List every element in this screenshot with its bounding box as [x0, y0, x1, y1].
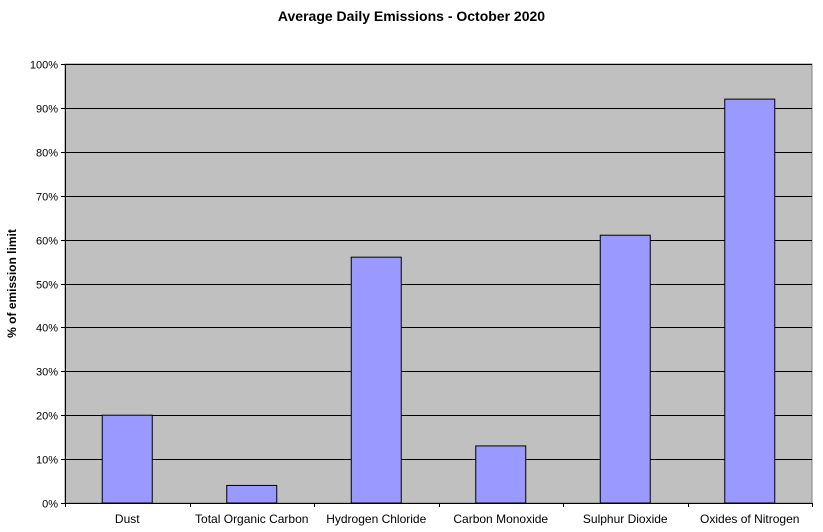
x-tick-label: Total Organic Carbon [195, 512, 308, 526]
y-tick-label: 0% [42, 499, 58, 511]
chart-title: Average Daily Emissions - October 2020 [277, 8, 546, 24]
y-tick-label: 40% [36, 323, 58, 335]
x-tick-label: Carbon Monoxide [453, 512, 548, 526]
x-tick-label: Oxides of Nitrogen [700, 512, 799, 526]
y-axis: 0% 10% 20% 30% 40% 50% 60% 70% 80% 90% 100% [30, 60, 66, 511]
x-tick-label: Sulphur Dioxide [583, 512, 668, 526]
y-tick-label: 80% [36, 148, 58, 160]
bar-dust [101, 414, 153, 504]
y-tick-label: 30% [36, 367, 58, 379]
y-tick-label: 100% [30, 60, 58, 72]
y-tick-label: 20% [36, 411, 58, 423]
gridlines [65, 64, 812, 460]
bar-carbon-monoxide [475, 445, 527, 504]
x-tick-label: Dust [115, 512, 140, 526]
x-tick-label: Hydrogen Chloride [326, 512, 426, 526]
y-tick-label: 10% [36, 455, 58, 467]
bar-oxides-of-nitrogen [724, 98, 776, 504]
y-tick-label: 90% [36, 104, 58, 116]
y-axis-label: % of emission limit [5, 229, 19, 338]
bars [101, 98, 776, 504]
bar-hydrogen-chloride [350, 256, 402, 504]
plot-area [64, 63, 813, 504]
bar-sulphur-dioxide [599, 234, 651, 504]
x-axis: Dust Total Organic Carbon Hydrogen Chlorid… [65, 503, 813, 526]
y-tick-label: 70% [36, 192, 58, 204]
y-tick-label: 60% [36, 236, 58, 248]
bar-total-organic-carbon [226, 484, 278, 504]
y-tick-label: 50% [36, 280, 58, 292]
